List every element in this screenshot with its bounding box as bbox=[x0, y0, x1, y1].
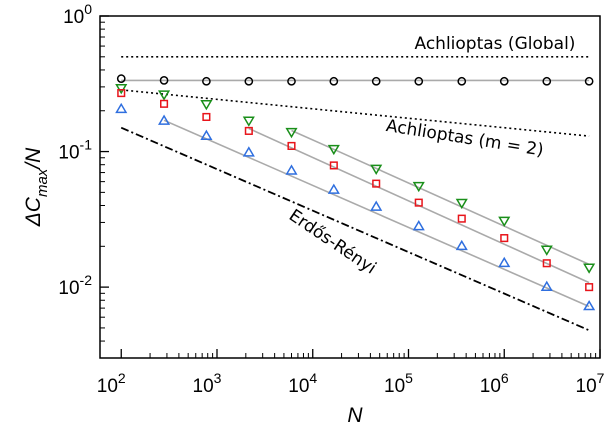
data-point-circle bbox=[371, 76, 381, 86]
data-point-triangle-up bbox=[242, 146, 255, 157]
data-point-square bbox=[372, 179, 381, 188]
data-point-triangle-down bbox=[540, 245, 553, 256]
data-point-circle bbox=[116, 74, 126, 84]
x-tick-label: 102 bbox=[97, 370, 126, 397]
data-point-triangle-up bbox=[498, 256, 511, 268]
data-point-square bbox=[500, 234, 509, 243]
data-point-triangle-down bbox=[200, 99, 213, 111]
data-point-square bbox=[202, 112, 211, 122]
axes: 102 103 104 105 106 107 100 10-1 10-2 bbox=[58, 1, 604, 397]
data-point-circle bbox=[542, 76, 552, 86]
x-tick-label: 104 bbox=[288, 370, 317, 397]
data-point-square bbox=[329, 161, 338, 170]
data-point-triangle-down bbox=[157, 90, 171, 101]
data-point-triangle-up bbox=[327, 183, 340, 194]
reference-line bbox=[121, 89, 590, 137]
data-point-triangle-up bbox=[583, 299, 596, 311]
data-point-triangle-down bbox=[370, 164, 383, 175]
x-tick-label: 105 bbox=[384, 370, 413, 397]
data-point-triangle-down bbox=[327, 144, 340, 156]
data-point-square bbox=[160, 99, 169, 108]
data-point-triangle-up bbox=[412, 220, 425, 231]
data-point-triangle-down bbox=[285, 127, 298, 139]
fit-line bbox=[163, 119, 590, 308]
data-point-circle bbox=[329, 76, 339, 86]
y-tick-label: 10-2 bbox=[58, 272, 92, 299]
x-tick-label: 103 bbox=[193, 370, 222, 397]
y-tick-label: 100 bbox=[63, 1, 92, 28]
plot-frame bbox=[99, 15, 601, 359]
data-point-square bbox=[287, 141, 296, 150]
data-point-square bbox=[585, 283, 594, 292]
data-point-square bbox=[542, 259, 551, 268]
data-point-square bbox=[244, 126, 253, 135]
data-point-triangle-down bbox=[242, 116, 255, 127]
y-axis-title: ΔCmax/N bbox=[22, 147, 51, 227]
plot-area: Achlioptas (Global) Achlioptas (m = 2)Erd… bbox=[115, 34, 596, 332]
data-point-triangle-up bbox=[540, 280, 553, 291]
data-point-triangle-down bbox=[498, 216, 511, 227]
x-axis-title: N bbox=[347, 404, 363, 426]
reference-line bbox=[120, 126, 590, 332]
data-point-circle bbox=[499, 76, 509, 86]
x-tick-label: 107 bbox=[576, 370, 605, 397]
annotation-label: Erdős-Rényi bbox=[285, 206, 380, 279]
data-point-triangle-down bbox=[115, 84, 128, 95]
annotation-label: Achlioptas (m = 2) bbox=[385, 116, 545, 161]
data-point-circle bbox=[457, 76, 467, 86]
x-tick-label: 106 bbox=[480, 370, 509, 397]
data-point-circle bbox=[244, 76, 254, 86]
data-point-triangle-up bbox=[370, 200, 383, 211]
y-tick-label: 10-1 bbox=[58, 137, 92, 164]
data-point-square bbox=[457, 214, 466, 223]
data-point-square bbox=[117, 89, 126, 98]
data-point-triangle-down bbox=[583, 263, 596, 274]
data-point-triangle-up bbox=[455, 239, 468, 251]
data-point-circle bbox=[202, 76, 211, 86]
data-point-triangle-up bbox=[200, 129, 213, 140]
data-point-circle bbox=[159, 76, 169, 85]
data-point-triangle-up bbox=[115, 102, 128, 114]
data-point-square bbox=[414, 198, 423, 207]
data-point-triangle-down bbox=[412, 181, 425, 193]
data-point-circle bbox=[414, 76, 424, 86]
data-point-triangle-up bbox=[157, 114, 171, 125]
data-point-triangle-up bbox=[285, 164, 298, 175]
data-point-circle bbox=[584, 76, 594, 86]
data-point-circle bbox=[287, 76, 296, 86]
data-point-triangle-down bbox=[455, 198, 468, 210]
annotation-label: Achlioptas (Global) bbox=[415, 34, 576, 54]
